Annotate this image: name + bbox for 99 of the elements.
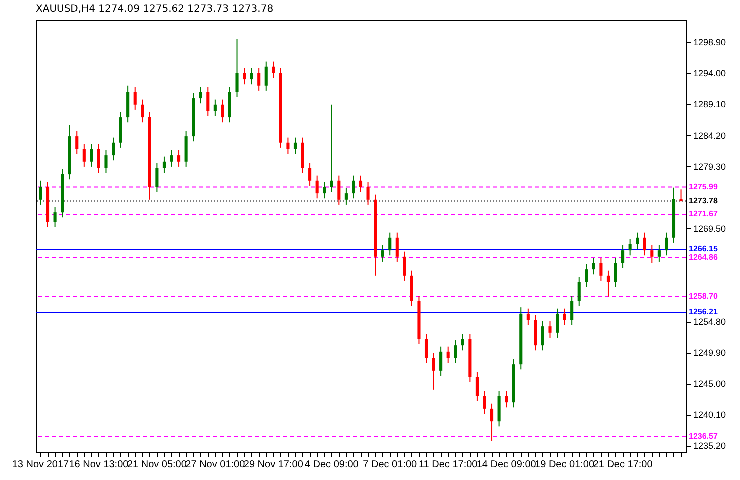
candlestick [236,38,239,98]
candlestick [424,334,428,364]
y-tick-label: 1254.80 [694,317,726,328]
candlestick [76,130,79,155]
candlestick [446,346,450,364]
y-tick-label: 1284.20 [694,130,726,141]
y-tick-label: 1298.90 [694,38,726,48]
x-tick-label: 21 Nov 05:00 [127,460,188,470]
candlestick [97,144,100,174]
candlestick [54,206,57,228]
x-tick-label: 16 Nov 13:00 [69,460,130,470]
candlestick [526,308,530,326]
candlestick [170,150,174,168]
candlestick [112,137,116,162]
candlestick [440,346,443,376]
candlestick [563,308,566,326]
candlestick [483,390,486,414]
candlestick [600,258,603,282]
y-tick-label: 1249.90 [694,348,726,358]
candlestick [286,137,290,155]
candlestick [388,232,392,256]
candlestick [104,150,108,174]
y-tick-label: 1289.10 [694,100,726,110]
candlestick [156,162,159,193]
candlestick [243,68,246,86]
candlestick [628,238,632,256]
y-tick-label: 1240.10 [694,410,726,420]
candlestick [264,61,268,92]
candlestick [396,232,399,262]
ref-line-label: 1258.70 [689,292,718,301]
candlestick [461,334,464,352]
candlestick [432,352,436,390]
x-tick-label: 11 Dec 17:00 [418,460,478,470]
ref-line-label: 1273.78 [689,196,718,206]
ref-line-label: 1264.86 [689,252,718,262]
candlestick [199,86,202,104]
candlestick [352,175,356,200]
candlestick [614,258,618,288]
candlestick [541,321,544,352]
candlestick [658,245,661,262]
candlestick [665,232,668,256]
candlestick [622,245,625,269]
candlestick [344,188,348,206]
candlestick [366,182,370,206]
x-tick-label: 21 Dec 17:00 [593,460,654,470]
candlestick [578,276,581,307]
y-tick-label: 1245.00 [694,379,726,390]
candlestick [403,251,406,282]
ref-line-label: 1271.67 [689,210,718,219]
candlestick [650,245,654,264]
candlestick [636,232,640,250]
x-tick-label: 4 Dec 09:00 [304,460,360,470]
candlestick [570,296,574,326]
ref-line-label: 1275.99 [689,182,718,192]
candlestick [359,175,363,193]
y-tick-label: 1279.30 [694,162,726,172]
candlestick [258,68,261,92]
y-tick-label: 1294.00 [694,68,726,79]
candlestick [308,162,312,186]
candlestick [606,270,610,298]
candlestick [643,232,646,256]
x-tick-label: 7 Dec 01:00 [363,460,418,470]
candlestick [82,144,86,168]
candlestick [178,150,181,168]
y-tick-label: 1269.50 [694,224,726,234]
candlestick [90,144,94,168]
x-tick-label: 29 Nov 17:00 [244,460,304,470]
ref-line-label: 1236.57 [689,432,718,441]
y-tick-label: 1235.20 [694,441,726,452]
candlestick [505,390,508,408]
candlestick [454,340,458,364]
candlestick [490,403,494,442]
candlestick [214,99,217,117]
candlestick [39,180,42,206]
candlestick [206,86,210,117]
candlestick [592,258,596,276]
candlestick [338,175,341,206]
candlestick [476,372,479,402]
x-tick-label: 14 Dec 09:00 [476,460,537,470]
candlestick [323,182,326,200]
candlestick [585,264,588,288]
candlestick [141,99,144,124]
candlestick [250,68,254,86]
candlestick [381,245,384,262]
candlestick [162,156,166,174]
candlestick [221,99,224,124]
ref-line-label: 1256.21 [689,308,718,317]
candlestick [294,137,298,155]
candlestick [316,175,319,200]
x-tick-label: 19 Dec 01:00 [535,460,595,470]
chart-title: XAUUSD,H4 1274.09 1275.62 1273.73 1273.78 [36,4,274,15]
candlestick [556,308,560,338]
ref-line-label: 1266.15 [689,244,718,254]
candlestick [548,321,552,338]
x-tick-label: 13 Nov 2017 [12,460,70,470]
candlestick [272,61,276,79]
candlestick [134,86,137,110]
x-tick-label: 27 Nov 01:00 [186,460,246,470]
candlestick [330,104,334,193]
